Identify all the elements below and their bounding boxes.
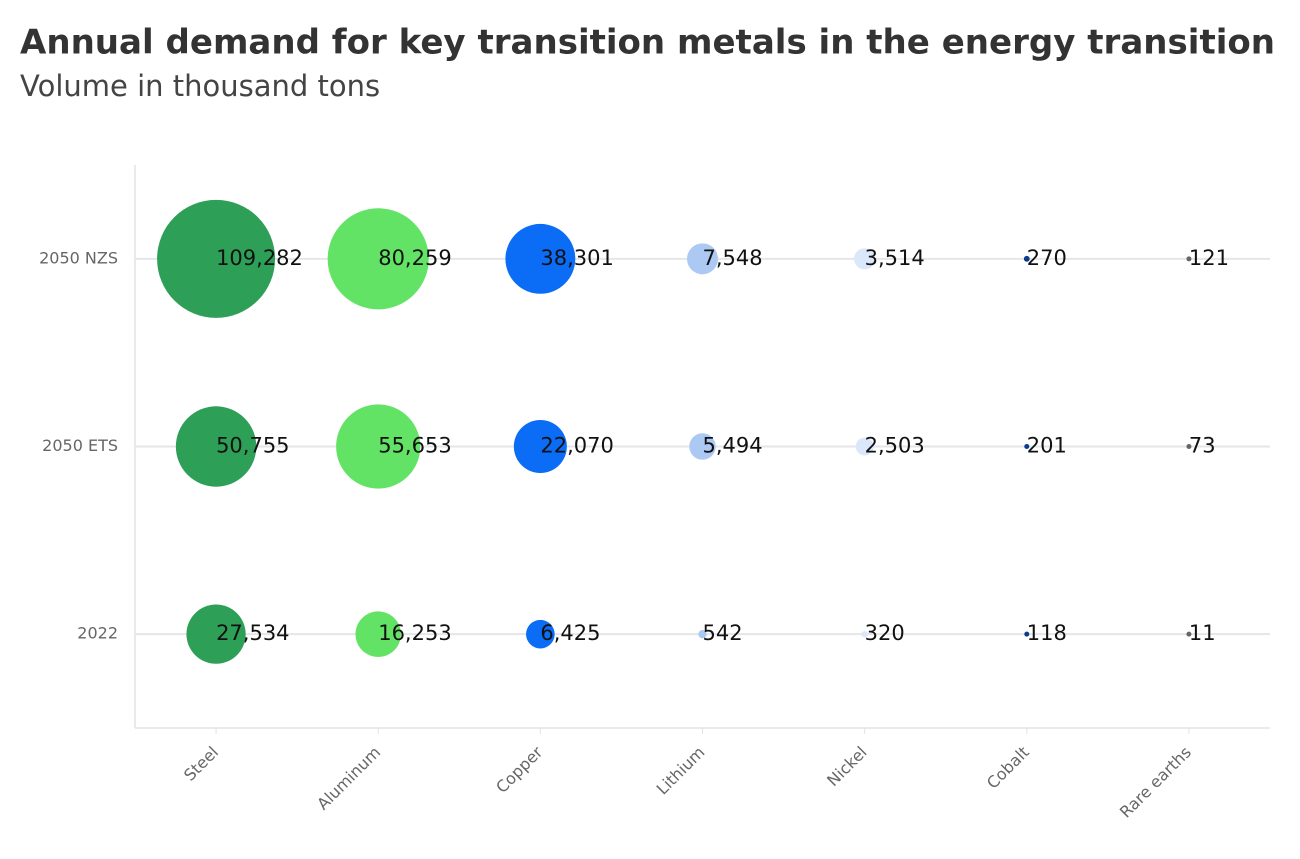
value-label: 11 xyxy=(1189,621,1216,645)
bubble xyxy=(175,406,257,487)
bubble xyxy=(1023,255,1030,262)
bubble xyxy=(526,619,555,649)
bubble xyxy=(186,604,246,664)
bubble xyxy=(1186,256,1192,262)
value-label: 109,282 xyxy=(216,246,303,270)
value-label: 2,503 xyxy=(865,434,925,458)
value-label: 73 xyxy=(1189,434,1216,458)
value-label: 27,534 xyxy=(216,621,289,645)
bubble xyxy=(327,208,429,310)
bubble xyxy=(698,630,707,639)
value-label: 6,425 xyxy=(540,621,600,645)
value-label: 3,514 xyxy=(865,246,925,270)
chart-subtitle: Volume in thousand tons xyxy=(20,69,380,103)
bubble xyxy=(861,630,868,638)
bubble xyxy=(1186,444,1192,449)
x-tick-label: Rare earths xyxy=(1116,743,1195,822)
chart-title: Annual demand for key transition metals … xyxy=(20,23,1275,63)
value-label: 5,494 xyxy=(703,434,763,458)
value-label: 270 xyxy=(1027,246,1067,270)
bubble xyxy=(513,419,567,474)
x-tick-label: Steel xyxy=(180,743,222,785)
x-tick-label: Lithium xyxy=(653,743,709,799)
value-label: 38,301 xyxy=(540,246,613,270)
y-tick-label: 2050 NZS xyxy=(39,248,118,267)
bubble xyxy=(355,611,401,657)
x-tick-label: Nickel xyxy=(823,743,871,791)
x-tick-label: Copper xyxy=(492,742,547,797)
value-label: 50,755 xyxy=(216,434,289,458)
y-tick-label: 2050 ETS xyxy=(42,436,118,455)
bubble xyxy=(157,199,276,318)
value-label: 22,070 xyxy=(540,434,613,458)
bubble xyxy=(1024,631,1030,637)
value-label: 118 xyxy=(1027,621,1067,645)
value-label: 320 xyxy=(865,621,905,645)
value-label: 80,259 xyxy=(378,246,451,270)
bubble xyxy=(1186,631,1192,637)
value-label: 201 xyxy=(1027,434,1067,458)
x-tick-label: Aluminum xyxy=(313,743,384,814)
bubble xyxy=(336,404,421,489)
bubble xyxy=(854,248,876,270)
value-label: 7,548 xyxy=(703,246,763,270)
bubble xyxy=(689,433,716,460)
value-label: 121 xyxy=(1189,246,1229,270)
bubble xyxy=(505,223,576,294)
value-label: 16,253 xyxy=(378,621,451,645)
value-label: 542 xyxy=(703,621,743,645)
value-label: 55,653 xyxy=(378,434,451,458)
x-tick-label: Cobalt xyxy=(983,743,1033,793)
bubble xyxy=(686,243,719,275)
bubble xyxy=(855,437,874,456)
bubble xyxy=(1024,443,1030,450)
y-tick-label: 2022 xyxy=(77,624,118,643)
